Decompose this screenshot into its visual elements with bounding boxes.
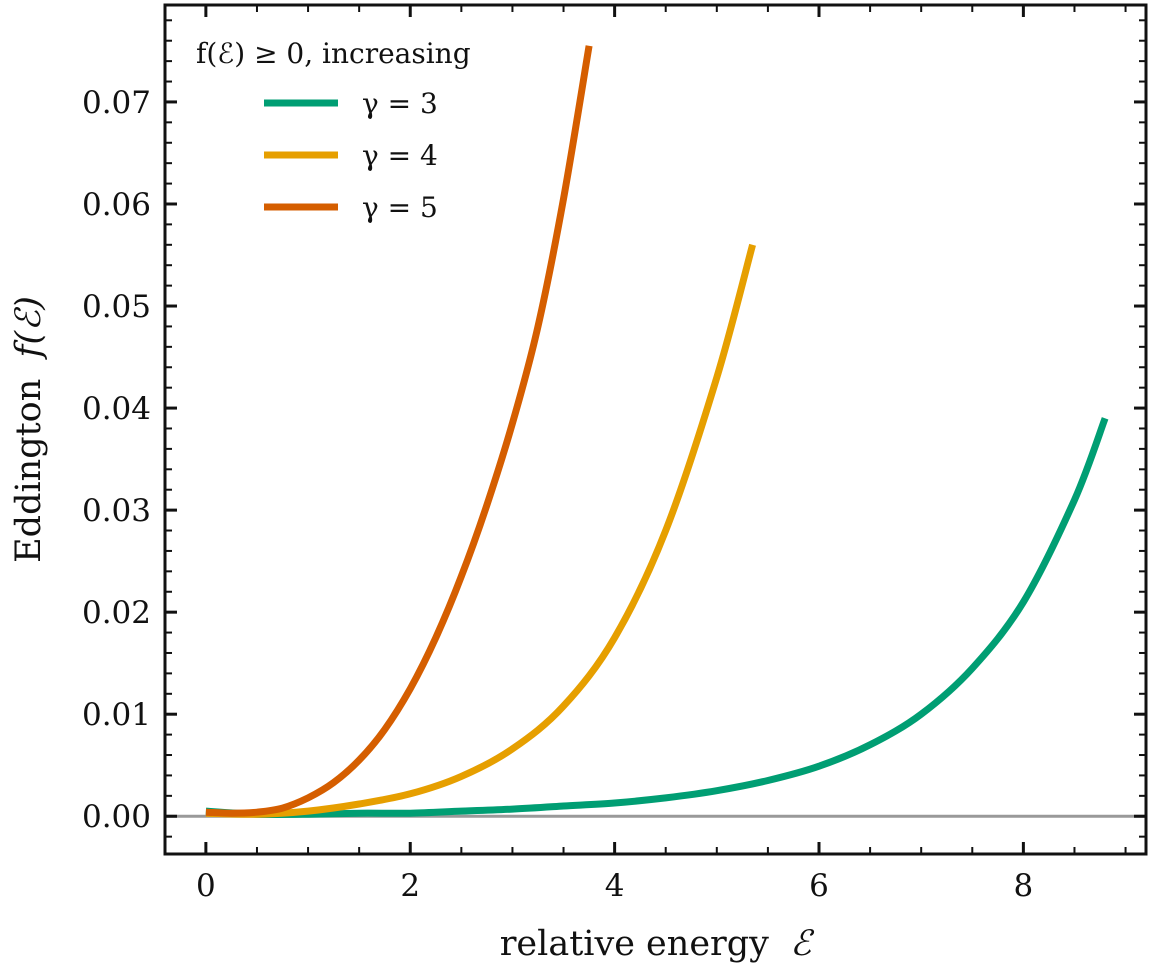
y-tick-label: 0.00 [82, 799, 151, 835]
x-tick-label: 2 [400, 868, 420, 904]
x-axis-label: relative energy ℰ [500, 924, 815, 964]
y-tick-label: 0.02 [82, 595, 151, 631]
series-line-2 [205, 243, 756, 818]
x-tick-label: 8 [1014, 868, 1034, 904]
series-line-1 [205, 417, 1109, 818]
y-tick-label: 0.07 [82, 85, 151, 121]
series-layer [205, 45, 1109, 818]
x-tick-label: 6 [809, 868, 829, 904]
y-tick-label: 0.06 [82, 187, 151, 223]
axis-ticks [165, 5, 1146, 854]
y-tick-label: 0.05 [82, 289, 151, 325]
y-tick-label: 0.04 [82, 391, 151, 427]
legend-label-1: γ = 3 [362, 87, 438, 120]
legend-title: f(ℰ) ≥ 0, increasing [196, 37, 471, 70]
x-tick-label: 4 [605, 868, 625, 904]
plot-frame [163, 3, 1148, 856]
y-axis-label: Eddington f(ℰ) [9, 296, 49, 563]
tick-labels: 0 2 4 6 8 0.00 0.01 0.02 0.03 0.04 0.05 0.06 0.07 [82, 85, 1033, 904]
y-tick-label: 0.03 [82, 493, 151, 529]
x-tick-label: 0 [196, 868, 216, 904]
legend-label-2: γ = 4 [362, 139, 438, 172]
legend: f(ℰ) ≥ 0, increasing γ = 3 γ = 4 γ = 5 [196, 37, 471, 224]
legend-label-3: γ = 5 [362, 191, 438, 224]
series-line-3 [205, 45, 593, 817]
y-tick-label: 0.01 [82, 697, 151, 733]
